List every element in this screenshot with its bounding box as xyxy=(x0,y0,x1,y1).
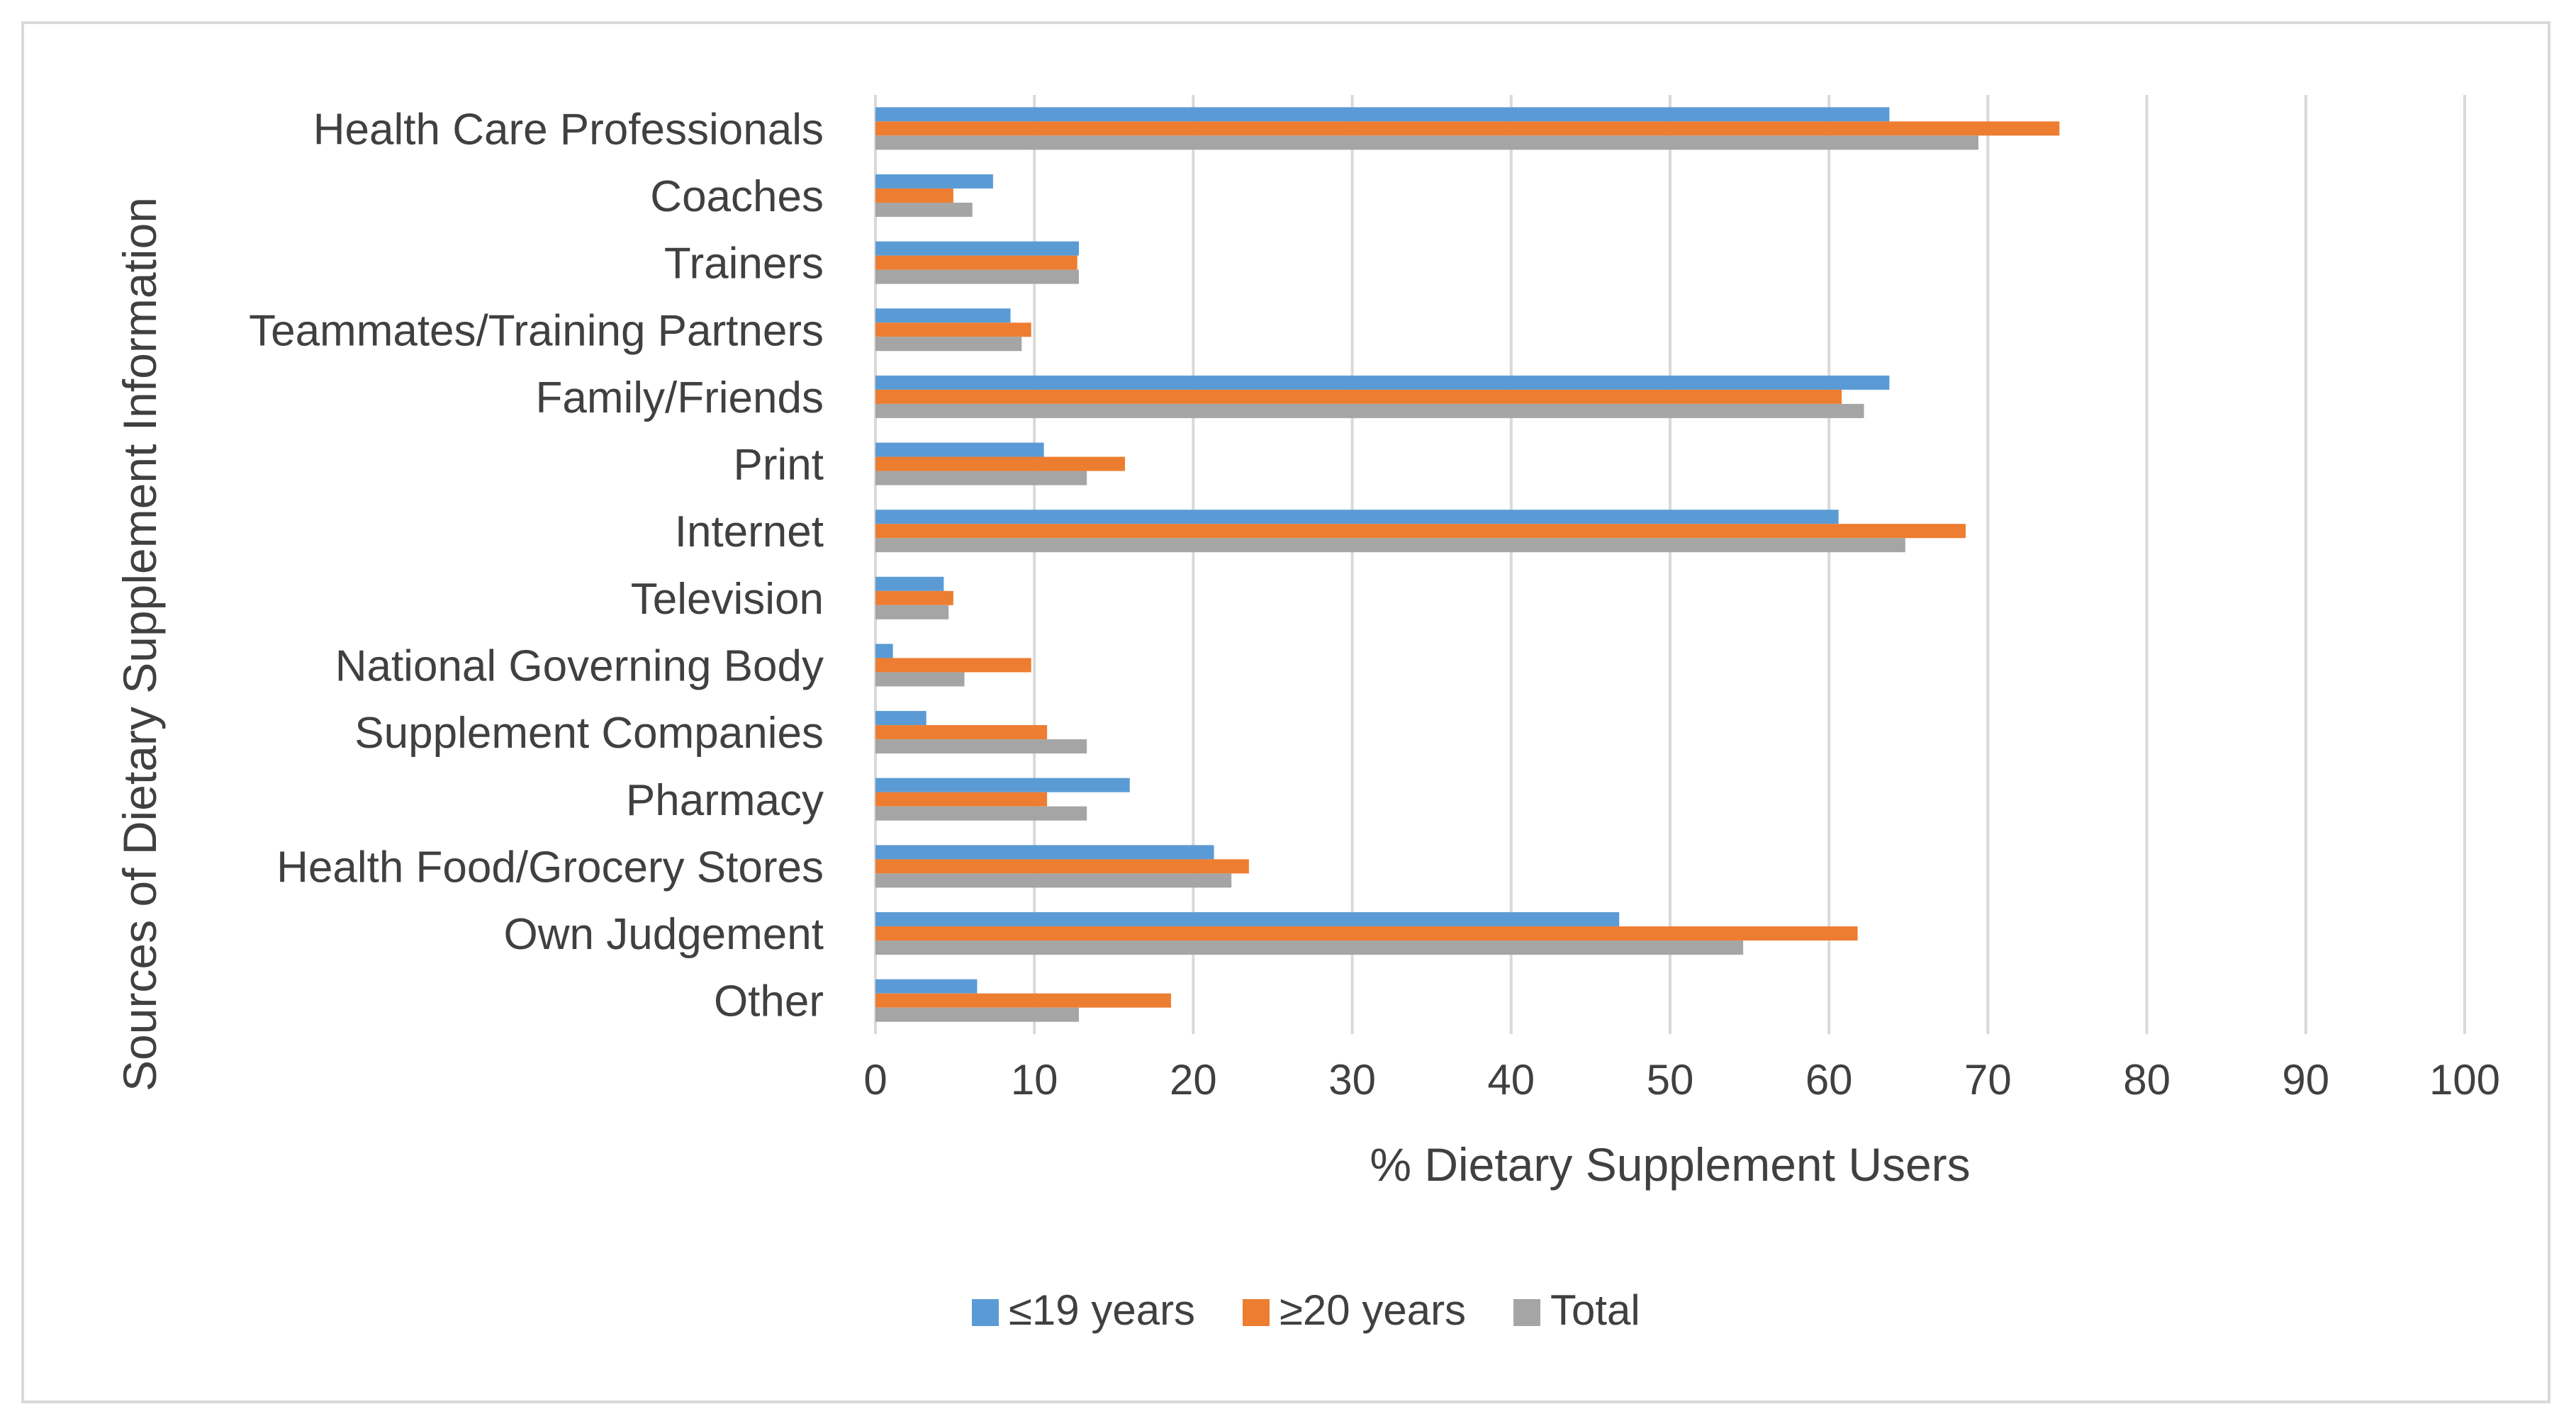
bar-ge20-years-own-judgement xyxy=(875,926,1858,941)
bar-total-television xyxy=(875,605,949,619)
bar-chart: Health Care Professionals Coaches Trainers… xyxy=(113,95,2500,1334)
bar-ge20-years-supplement-companies xyxy=(875,725,1048,740)
bar-total-coaches xyxy=(875,202,973,217)
x-tick-label: 30 xyxy=(1328,1056,1376,1104)
bar-total-trainers xyxy=(875,269,1079,284)
category-label-health-food-grocery-stores: Health Food/Grocery Stores xyxy=(276,843,824,892)
bar-le19-years-health-food-grocery-stores xyxy=(875,845,1214,860)
category-label-other: Other xyxy=(714,977,824,1026)
category-label-coaches: Coaches xyxy=(650,172,824,221)
bar-total-teammates-training-partners xyxy=(875,337,1022,352)
x-tick-label: 0 xyxy=(863,1056,887,1104)
x-tick-label: 90 xyxy=(2282,1056,2329,1104)
category-label-supplement-companies: Supplement Companies xyxy=(354,709,824,758)
legend-swatch-total xyxy=(1513,1299,1540,1326)
bar-le19-years-own-judgement xyxy=(875,912,1620,927)
bar-le19-years-other xyxy=(875,979,978,994)
bar-ge20-years-health-food-grocery-stores xyxy=(875,859,1249,874)
chart-frame: Health Care Professionals Coaches Trainers… xyxy=(21,21,2550,1403)
category-label-television: Television xyxy=(631,575,824,624)
legend: ≤19 years ≥20 years Total xyxy=(972,1286,1640,1334)
bar-ge20-years-family-friends xyxy=(875,389,1842,404)
x-axis-title: % Dietary Supplement Users xyxy=(1370,1138,1970,1191)
bar-ge20-years-other xyxy=(875,993,1172,1008)
category-label-internet: Internet xyxy=(675,507,824,556)
bar-ge20-years-pharmacy xyxy=(875,792,1048,807)
category-labels: Health Care Professionals Coaches Trainers… xyxy=(249,105,824,1026)
x-tick-label: 10 xyxy=(1011,1056,1058,1104)
legend-label-total: Total xyxy=(1550,1286,1640,1334)
x-tick-label: 50 xyxy=(1647,1056,1694,1104)
x-tick-label: 70 xyxy=(1964,1056,2012,1104)
bar-total-national-governing-body xyxy=(875,672,965,687)
bar-ge20-years-trainers xyxy=(875,255,1077,270)
bar-ge20-years-teammates-training-partners xyxy=(875,322,1031,337)
bar-total-print xyxy=(875,471,1087,485)
legend-label-ge20-years: ≥20 years xyxy=(1279,1286,1466,1334)
bar-ge20-years-health-care-professionals xyxy=(875,121,2060,136)
bar-total-family-friends xyxy=(875,403,1864,418)
category-label-pharmacy: Pharmacy xyxy=(626,776,824,825)
x-tick-label: 100 xyxy=(2429,1056,2500,1104)
gridlines xyxy=(874,95,2466,1034)
x-tick-label: 20 xyxy=(1170,1056,1217,1104)
x-tick-label: 80 xyxy=(2123,1056,2171,1104)
bar-total-other xyxy=(875,1007,1079,1022)
bar-le19-years-internet xyxy=(875,510,1839,524)
category-label-family-friends: Family/Friends xyxy=(535,374,824,422)
bar-ge20-years-coaches xyxy=(875,188,953,203)
bar-le19-years-teammates-training-partners xyxy=(875,308,1011,323)
x-tick-label: 40 xyxy=(1487,1056,1535,1104)
bar-le19-years-health-care-professionals xyxy=(875,107,1890,122)
y-axis-title: Sources of Dietary Supplement Informatio… xyxy=(113,197,166,1091)
category-label-teammates-training-partners: Teammates/Training Partners xyxy=(249,306,824,355)
bar-le19-years-pharmacy xyxy=(875,777,1130,792)
bar-total-internet xyxy=(875,538,1905,553)
legend-swatch-ge20-years xyxy=(1243,1299,1270,1326)
category-label-trainers: Trainers xyxy=(664,240,824,288)
category-label-own-judgement: Own Judgement xyxy=(504,910,824,959)
bar-total-own-judgement xyxy=(875,941,1744,955)
legend-swatch-le19-years xyxy=(972,1299,999,1326)
bar-total-health-care-professionals xyxy=(875,135,1978,150)
bar-ge20-years-television xyxy=(875,590,953,605)
bar-le19-years-national-governing-body xyxy=(875,644,893,658)
bars xyxy=(875,107,2060,1022)
bar-le19-years-television xyxy=(875,576,944,591)
category-label-national-governing-body: National Governing Body xyxy=(335,641,824,690)
bar-ge20-years-national-governing-body xyxy=(875,658,1031,673)
bar-le19-years-coaches xyxy=(875,174,993,189)
legend-label-le19-years: ≤19 years xyxy=(1009,1286,1195,1334)
bar-ge20-years-internet xyxy=(875,524,1966,539)
category-label-health-care-professionals: Health Care Professionals xyxy=(313,105,824,154)
x-tick-label: 60 xyxy=(1805,1056,1853,1104)
bar-total-supplement-companies xyxy=(875,739,1087,754)
bar-le19-years-trainers xyxy=(875,241,1079,256)
bar-le19-years-family-friends xyxy=(875,375,1890,390)
bar-total-pharmacy xyxy=(875,806,1087,821)
bar-le19-years-supplement-companies xyxy=(875,711,926,726)
bar-total-health-food-grocery-stores xyxy=(875,873,1232,888)
bar-ge20-years-print xyxy=(875,456,1125,471)
bar-le19-years-print xyxy=(875,442,1044,457)
x-tick-labels: 0 10 20 30 40 50 60 70 80 90 100 xyxy=(863,1056,2500,1104)
category-label-print: Print xyxy=(734,441,824,490)
